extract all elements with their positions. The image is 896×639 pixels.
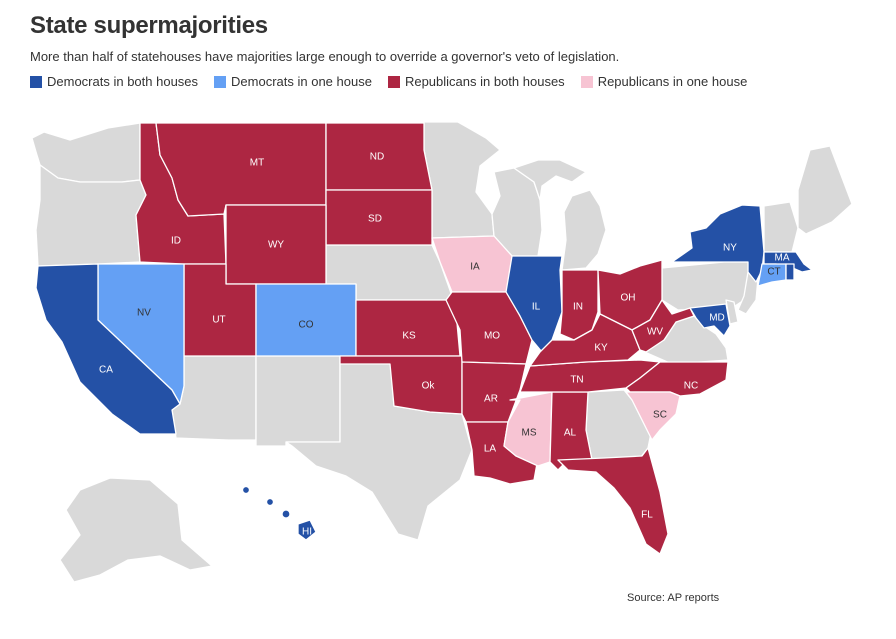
legend-swatch-rep-both	[387, 75, 400, 88]
source-note: Source: AP reports	[627, 592, 720, 604]
label-ar: AR	[484, 394, 498, 405]
state-fl[interactable]	[557, 447, 669, 555]
state-ct[interactable]	[757, 263, 787, 287]
legend-item-rep-one: Republicans in one house	[580, 74, 748, 89]
state-pa[interactable]	[661, 261, 753, 311]
state-hi-maui[interactable]	[281, 509, 291, 519]
state-mi-lower[interactable]	[561, 189, 607, 271]
label-sc: SC	[653, 410, 667, 421]
legend-item-rep-both: Republicans in both houses	[387, 74, 565, 89]
label-mt: MT	[250, 158, 264, 169]
label-ut: UT	[212, 315, 225, 326]
state-ca[interactable]	[35, 263, 181, 435]
label-wv: WV	[647, 327, 663, 338]
state-ky[interactable]	[529, 313, 641, 367]
legend-label-dem-one: Democrats in one house	[231, 74, 372, 89]
label-wy: WY	[268, 240, 284, 251]
state-mn[interactable]	[423, 121, 501, 239]
label-oh: OH	[621, 293, 636, 304]
legend-swatch-dem-both	[30, 75, 42, 88]
label-ok: Ok	[422, 381, 436, 392]
label-in: IN	[573, 302, 583, 313]
legend-label-dem-both: Democrats in both houses	[47, 74, 199, 89]
label-ia: IA	[470, 262, 480, 273]
legend-swatch-rep-one	[580, 75, 593, 88]
label-sd: SD	[368, 214, 382, 225]
state-mt[interactable]	[155, 122, 327, 217]
label-id: ID	[171, 236, 181, 247]
state-hi-kauai[interactable]	[241, 485, 251, 495]
label-ma: MA	[775, 253, 790, 264]
state-sc[interactable]	[625, 391, 681, 441]
label-nd: ND	[370, 152, 384, 163]
label-mo: MO	[484, 331, 500, 342]
chart-subtitle: More than half of statehouses have major…	[30, 49, 620, 64]
supermajority-states	[35, 122, 813, 555]
label-ks: KS	[402, 331, 416, 342]
state-nd[interactable]	[325, 122, 433, 191]
state-labels: MT ND SD ID WY NV UT CO CA KS Ok IA MO A…	[99, 152, 790, 538]
state-nc[interactable]	[625, 361, 729, 397]
state-ak[interactable]	[59, 477, 213, 583]
label-ny: NY	[723, 243, 737, 254]
state-md[interactable]	[689, 303, 731, 337]
label-ct: CT	[767, 267, 780, 278]
label-il: IL	[532, 302, 541, 313]
label-la: LA	[484, 444, 497, 455]
state-hi-oahu[interactable]	[265, 497, 275, 507]
legend-swatch-dem-one	[214, 75, 227, 88]
legend-item-dem-one: Democrats in one house	[214, 74, 372, 89]
chart-title: State supermajorities	[30, 12, 268, 39]
label-hi: HI	[302, 527, 312, 538]
label-md: MD	[709, 313, 725, 324]
label-ca: CA	[99, 365, 113, 376]
label-co: CO	[299, 320, 314, 331]
state-me[interactable]	[797, 145, 853, 235]
label-nv: NV	[137, 308, 151, 319]
state-ri[interactable]	[785, 263, 795, 281]
state-nh-vt[interactable]	[763, 201, 799, 253]
state-hi-big[interactable]	[297, 519, 317, 541]
label-ms: MS	[522, 428, 537, 439]
label-al: AL	[564, 428, 577, 439]
legend-label-rep-one: Republicans in one house	[597, 74, 748, 89]
state-wv[interactable]	[631, 299, 695, 353]
label-tn: TN	[570, 375, 583, 386]
label-nc: NC	[684, 381, 698, 392]
state-mi[interactable]	[513, 159, 587, 201]
legend-item-dem-both: Democrats in both houses	[30, 74, 198, 89]
legend: Democrats in both houses Democrats in on…	[30, 74, 747, 89]
legend-label-rep-both: Republicans in both houses	[404, 74, 565, 89]
label-fl: FL	[641, 510, 653, 521]
label-ky: KY	[594, 343, 608, 354]
state-ks[interactable]	[355, 299, 461, 357]
state-nm[interactable]	[255, 355, 341, 447]
